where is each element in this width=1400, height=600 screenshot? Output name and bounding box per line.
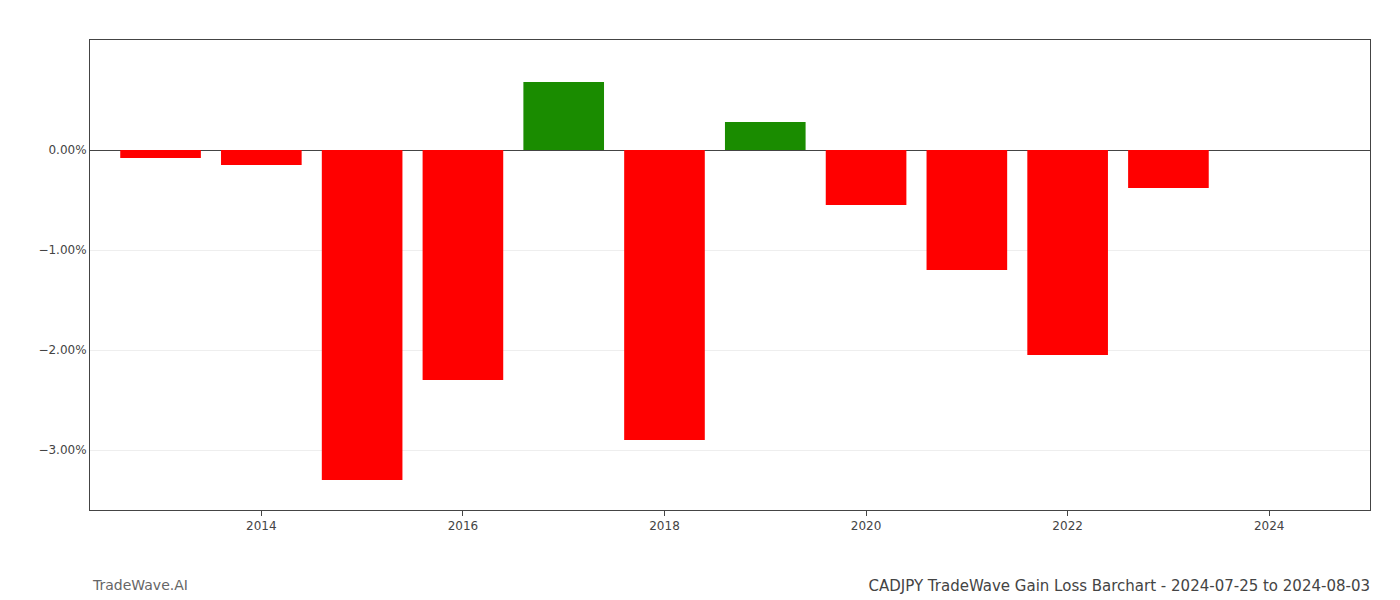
- svg-text:TradeWave.AI: TradeWave.AI: [92, 577, 188, 593]
- svg-text:0.00%: 0.00%: [48, 143, 86, 157]
- svg-text:2022: 2022: [1052, 519, 1083, 533]
- svg-text:2016: 2016: [448, 519, 479, 533]
- svg-text:2020: 2020: [851, 519, 882, 533]
- svg-text:2018: 2018: [649, 519, 680, 533]
- svg-text:−2.00%: −2.00%: [38, 343, 86, 357]
- svg-text:CADJPY TradeWave Gain Loss Bar: CADJPY TradeWave Gain Loss Barchart - 20…: [869, 577, 1371, 595]
- svg-text:2014: 2014: [246, 519, 277, 533]
- svg-text:−3.00%: −3.00%: [38, 443, 86, 457]
- svg-text:−1.00%: −1.00%: [38, 243, 86, 257]
- svg-text:2024: 2024: [1254, 519, 1285, 533]
